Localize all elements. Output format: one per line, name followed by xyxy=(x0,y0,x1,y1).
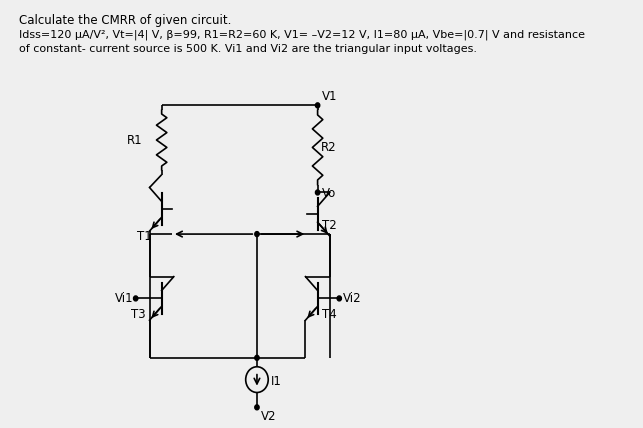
Text: T4: T4 xyxy=(322,308,337,321)
Text: R2: R2 xyxy=(321,141,337,154)
Text: T3: T3 xyxy=(131,308,146,321)
Circle shape xyxy=(337,296,341,301)
Text: V1: V1 xyxy=(322,90,338,104)
Circle shape xyxy=(255,232,259,237)
Text: Idss=120 μA/V², Vt=|4| V, β=99, R1=R2=60 K, V1= –V2=12 V, I1=80 μA, Vbe=|0.7| V : Idss=120 μA/V², Vt=|4| V, β=99, R1=R2=60… xyxy=(19,29,584,40)
Text: T2: T2 xyxy=(322,219,337,232)
Text: Calculate the CMRR of given circuit.: Calculate the CMRR of given circuit. xyxy=(19,14,231,27)
Circle shape xyxy=(316,103,320,108)
Circle shape xyxy=(255,355,259,360)
Text: R1: R1 xyxy=(127,134,143,146)
Text: V2: V2 xyxy=(260,410,276,423)
Circle shape xyxy=(134,296,138,301)
Circle shape xyxy=(255,405,259,410)
Text: Vi2: Vi2 xyxy=(343,292,361,305)
Text: of constant- current source is 500 K. Vi1 and Vi2 are the triangular input volta: of constant- current source is 500 K. Vi… xyxy=(19,44,476,54)
Text: T1: T1 xyxy=(137,230,152,243)
Text: I1: I1 xyxy=(271,375,282,388)
Text: Vo: Vo xyxy=(322,187,336,200)
Circle shape xyxy=(316,190,320,195)
Text: Vi1: Vi1 xyxy=(114,292,133,305)
